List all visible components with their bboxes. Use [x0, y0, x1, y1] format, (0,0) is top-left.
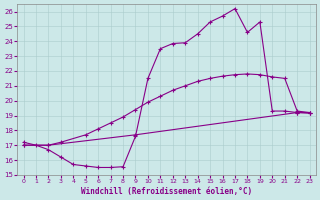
X-axis label: Windchill (Refroidissement éolien,°C): Windchill (Refroidissement éolien,°C): [81, 187, 252, 196]
